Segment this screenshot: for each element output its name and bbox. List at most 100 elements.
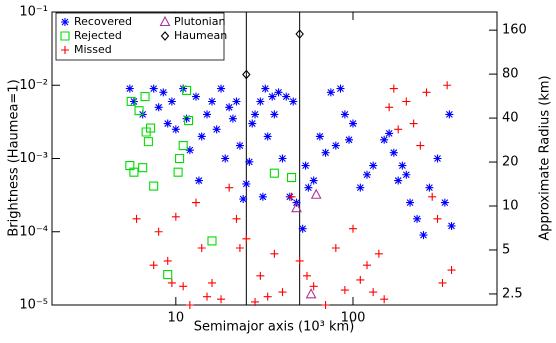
data-point [326, 88, 335, 97]
x-axis-label: Semimajor axis (10³ km) [194, 320, 355, 335]
data-point [302, 271, 311, 280]
data-point [406, 198, 415, 207]
data-point [197, 132, 206, 141]
data-point [309, 176, 318, 185]
data-point [171, 125, 180, 134]
data-point [232, 97, 241, 106]
data-point [140, 92, 150, 102]
data-point [134, 106, 144, 116]
data-point [385, 103, 394, 112]
data-point [425, 183, 434, 192]
data-point [146, 123, 156, 133]
data-point [447, 221, 456, 230]
data-point [126, 96, 136, 107]
y2-tick-label: 80 [502, 67, 519, 82]
data-point [331, 244, 340, 252]
data-point [173, 167, 183, 177]
legend-label: Rejected [74, 29, 122, 42]
data-point [132, 214, 141, 223]
y2-tick-label: 160 [502, 23, 527, 38]
data-point [182, 114, 191, 123]
data-point [207, 97, 216, 106]
data-point [369, 161, 378, 170]
data-point [251, 297, 260, 306]
data-point [194, 176, 203, 185]
data-point [402, 170, 411, 179]
data-point [192, 92, 201, 101]
data-point [225, 103, 234, 112]
data-point [242, 234, 251, 243]
data-point [143, 137, 153, 147]
legend-label: Recovered [74, 15, 132, 28]
data-point [182, 85, 192, 95]
data-point [298, 224, 307, 233]
data-point [380, 135, 389, 144]
data-point [369, 288, 378, 297]
y-tick-label: 10⁻² [19, 78, 48, 93]
data-point [409, 119, 418, 128]
data-point [310, 188, 322, 199]
data-point [163, 256, 172, 265]
data-point [212, 125, 221, 134]
data-point [154, 227, 163, 236]
x-tick-label: 100 [341, 311, 366, 326]
data-point [278, 154, 287, 163]
data-point [402, 97, 411, 106]
data-point [336, 84, 345, 93]
data-point [428, 192, 437, 201]
data-point [268, 92, 277, 101]
data-point [270, 249, 279, 258]
legend-label: Haumean [174, 29, 227, 42]
data-point [171, 212, 180, 221]
data-point [242, 179, 251, 188]
data-point [207, 278, 216, 287]
data-point [248, 119, 257, 128]
data-point [433, 154, 442, 163]
data-point [287, 172, 297, 183]
data-point [340, 110, 349, 119]
data-point [291, 201, 302, 213]
y-tick-label: 10⁻⁵ [19, 298, 48, 313]
data-point [258, 192, 267, 201]
data-point [141, 127, 151, 137]
data-point [179, 84, 188, 93]
data-point [138, 163, 148, 173]
data-point [301, 161, 310, 170]
y-axis-label: Brightness (Haumea=1) [7, 79, 22, 236]
data-point [380, 295, 389, 304]
data-point [167, 97, 176, 106]
data-point [398, 161, 407, 170]
data-point [413, 214, 422, 223]
data-point [443, 81, 452, 90]
data-point [235, 244, 244, 252]
data-point [217, 295, 226, 304]
data-point [163, 270, 173, 280]
data-point [125, 84, 134, 93]
y2-tick-label: 40 [502, 111, 519, 126]
data-point [245, 157, 254, 166]
data-point [447, 266, 456, 275]
data-point [278, 288, 287, 297]
data-point [251, 110, 260, 119]
data-point [419, 231, 428, 240]
x-tick-label: 10 [168, 311, 185, 326]
data-point [263, 132, 272, 141]
y2-tick-label: 5 [502, 242, 510, 257]
data-point [256, 97, 265, 106]
data-point [235, 141, 244, 150]
legend-marker [61, 46, 69, 54]
y-tick-label: 10⁻⁴ [19, 224, 48, 239]
data-point [203, 110, 212, 119]
data-point [363, 261, 372, 270]
data-point [345, 135, 354, 144]
y2-axis-label: Approximate Radius (km) [538, 75, 553, 240]
data-point [192, 198, 201, 207]
data-point [282, 92, 291, 101]
data-point [287, 192, 296, 201]
y2-tick-label: 20 [502, 155, 519, 170]
data-point [203, 292, 212, 301]
data-point [440, 198, 449, 207]
data-point [242, 69, 251, 80]
data-point [394, 176, 403, 185]
data-point [163, 119, 172, 128]
